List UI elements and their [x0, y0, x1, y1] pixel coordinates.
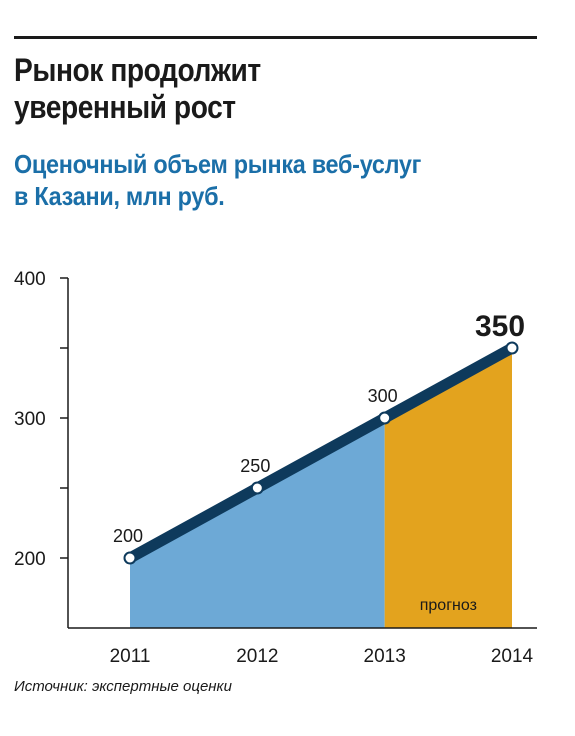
chart-title-line-2: уверенный рост — [14, 89, 236, 125]
chart-title: Рынок продолжит уверенный рост — [14, 52, 489, 126]
area-forecast — [384, 348, 512, 628]
x-tick-label-2013: 2013 — [364, 646, 406, 667]
x-tick-label-2014: 2014 — [491, 646, 534, 667]
data-label-2013: 300 — [368, 386, 398, 406]
data-point-2013 — [378, 411, 392, 425]
top-rule — [14, 36, 537, 39]
series-line — [127, 343, 515, 563]
chart-subtitle: Оценочный объем рынка веб-услуг в Казани… — [14, 148, 518, 212]
data-label-2014: 350 — [475, 310, 525, 343]
data-point-2012 — [250, 481, 264, 495]
data-label-2012: 250 — [240, 456, 270, 476]
chart-title-line-1: Рынок продолжит — [14, 52, 261, 88]
x-tick-label-2012: 2012 — [236, 646, 278, 667]
data-label-2011: 200 — [113, 526, 143, 546]
y-tick-label-300: 300 — [14, 409, 46, 430]
area-actual — [130, 418, 385, 628]
source-note: Источник: экспертные оценки — [14, 678, 232, 695]
x-tick-label-2011: 2011 — [110, 646, 151, 667]
area-chart: прогноз 200 300 400 2011 2012 2013 2014 200 250 30… — [14, 269, 537, 667]
y-tick-label-400: 400 — [14, 269, 46, 290]
forecast-label: прогноз — [420, 597, 477, 614]
data-point-2014 — [505, 341, 519, 355]
data-point-2011 — [123, 551, 137, 565]
chart-subtitle-line-2: в Казани, млн руб. — [14, 181, 225, 211]
y-tick-label-200: 200 — [14, 549, 46, 570]
chart-subtitle-line-1: Оценочный объем рынка веб-услуг — [14, 149, 422, 179]
